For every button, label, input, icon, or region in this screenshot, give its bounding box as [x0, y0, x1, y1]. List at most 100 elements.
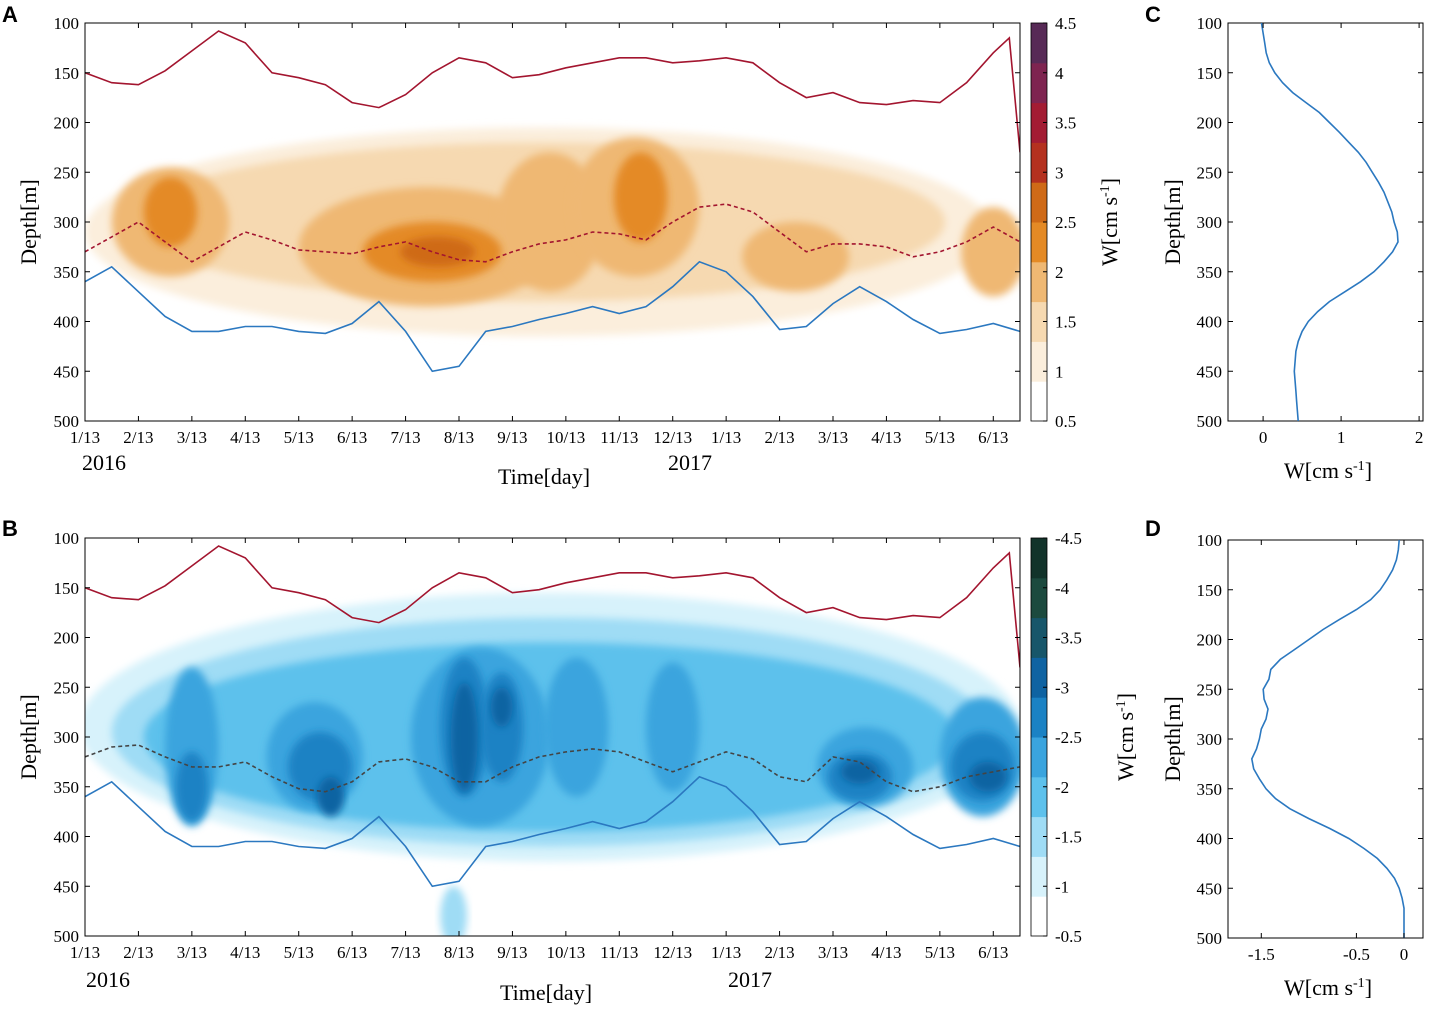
- x-ticks-c: 0 1 2: [1259, 23, 1424, 447]
- colorbar-tick-label-1: 1: [1055, 362, 1064, 381]
- colorbar-label-a-sup: -1: [1098, 185, 1113, 197]
- x-axis-label-d-main: W[cm s: [1284, 975, 1353, 1000]
- y-tick-label-150: 150: [54, 579, 80, 598]
- y-tick-label-150: 150: [1197, 581, 1223, 600]
- colorbar-tick-label-7: -4: [1055, 579, 1070, 598]
- colorbar-tick-label-2: 1.5: [1055, 313, 1076, 332]
- x-tick-label-14: 3/13: [818, 943, 848, 962]
- heat-contour-b-17: [450, 682, 478, 792]
- boundary-lines-a: [85, 30, 1020, 373]
- y-tick-label-250: 250: [54, 163, 80, 182]
- colorbar-tick-label-1: -1: [1055, 877, 1069, 896]
- y-tick-label-300: 300: [54, 213, 80, 232]
- upper-boundary-line-b: [85, 545, 1020, 668]
- y-tick-label-300: 300: [1197, 213, 1223, 232]
- x-tick-label-17: 6/13: [978, 428, 1008, 447]
- heat-contour-a-7: [961, 207, 1020, 297]
- x-tick-label-0: 0: [1259, 428, 1268, 447]
- y-tick-label-350: 350: [54, 778, 80, 797]
- x-tick-label-6: 7/13: [390, 943, 420, 962]
- y-tick-label-400: 400: [54, 828, 80, 847]
- x-axis-label-c-end: ]: [1365, 458, 1372, 483]
- profile-d: [1250, 539, 1405, 938]
- y-tick-label-400: 400: [1197, 313, 1223, 332]
- heat-contour-b-21: [317, 776, 345, 817]
- y-tick-label-250: 250: [1197, 163, 1223, 182]
- y-tick-label-200: 200: [1197, 114, 1223, 133]
- x-tick-label-1: -0.5: [1343, 945, 1370, 964]
- upper-boundary-line-a: [85, 30, 1020, 153]
- y-tick-label-450: 450: [1197, 879, 1223, 898]
- x-axis-label-d-sup: -1: [1353, 976, 1365, 991]
- colorbar-tick-label-3: 2: [1055, 263, 1064, 282]
- y-tick-label-450: 450: [54, 362, 80, 381]
- heat-contour-b-14: [480, 672, 524, 782]
- y-tick-label-100: 100: [1197, 531, 1223, 550]
- y-tick-label-350: 350: [1197, 263, 1223, 282]
- x-tick-label-17: 6/13: [978, 943, 1008, 962]
- profile-c: [1260, 22, 1399, 422]
- colorbar-swatch-9: [1031, 23, 1047, 64]
- colorbar-label-a: W[cm s-1]: [1097, 178, 1122, 266]
- x-tick-label-16: 5/13: [925, 428, 955, 447]
- heat-contour-b-19: [841, 759, 879, 784]
- heat-contour-b-18: [491, 687, 513, 728]
- colorbar-swatch-1: [1031, 341, 1047, 382]
- y-tick-label-500: 500: [1197, 412, 1223, 431]
- x-tick-label-2: 3/13: [177, 943, 207, 962]
- colorbar-tick-label-0: -0.5: [1055, 927, 1082, 946]
- x-tick-label-0: 1/13: [70, 428, 100, 447]
- y-ticks-c: 100 150 200 250 300 350 400 450 500: [1197, 14, 1423, 431]
- y-tick-label-100: 100: [54, 529, 80, 548]
- x-tick-label-9: 10/13: [546, 943, 585, 962]
- colorbar-swatch-2: [1031, 301, 1047, 342]
- heat-contour-b-7: [544, 657, 609, 797]
- y-tick-label-200: 200: [54, 114, 80, 133]
- y-ticks-b: 100 150 200 250 300 350 400 450 500: [54, 529, 1020, 946]
- x-tick-label-13: 2/13: [764, 428, 794, 447]
- x-tick-label-15: 4/13: [871, 428, 901, 447]
- colorbar-swatch-0: [1031, 381, 1047, 422]
- colorbar-tick-label-0: 0.5: [1055, 412, 1076, 431]
- colorbar-tick-label-5: -3: [1055, 678, 1069, 697]
- x-tick-label-11: 12/13: [653, 943, 692, 962]
- y-tick-label-250: 250: [1197, 680, 1223, 699]
- colorbar-swatch-6: [1031, 657, 1047, 698]
- heat-contour-a-6: [742, 222, 850, 292]
- x-tick-label-12: 1/13: [711, 943, 741, 962]
- boundary-lines-b: [85, 545, 1020, 888]
- y-tick-label-300: 300: [1197, 730, 1223, 749]
- x-axis-label-c: W[cm s-1]: [1284, 458, 1372, 483]
- x-axis-label-d-end: ]: [1365, 975, 1372, 1000]
- colorbar-swatch-9: [1031, 538, 1047, 579]
- y-tick-label-200: 200: [54, 629, 80, 648]
- x-axis-label-d: W[cm s-1]: [1284, 975, 1372, 1000]
- x-tick-label-4: 5/13: [284, 428, 314, 447]
- colorbar-label-b-sup: -1: [1114, 700, 1129, 712]
- panel-label-b: B: [2, 516, 18, 541]
- y-axis-label-c: Depth[m]: [1160, 179, 1185, 265]
- y-tick-label-450: 450: [54, 877, 80, 896]
- colorbar-swatch-4: [1031, 737, 1047, 778]
- y-axis-label-d: Depth[m]: [1160, 696, 1185, 782]
- colorbar-swatch-7: [1031, 617, 1047, 658]
- colorbar-swatch-6: [1031, 142, 1047, 183]
- heat-contour-b-20: [969, 761, 1007, 792]
- core-depth-line-a: [85, 203, 1020, 263]
- heat-contour-b-2: [440, 886, 468, 936]
- colorbar-tick-label-4: 2.5: [1055, 213, 1076, 232]
- heat-contour-a-10: [143, 177, 198, 247]
- colorbar-swatch-1: [1031, 856, 1047, 897]
- colorbar-tick-label-6: -3.5: [1055, 629, 1082, 648]
- panel-label-a: A: [2, 2, 18, 27]
- x-tick-label-5: 6/13: [337, 428, 367, 447]
- x-tick-label-2: 2: [1415, 428, 1424, 447]
- x-axis-label-b: Time[day]: [500, 980, 592, 1005]
- panel-a: 100 150 200 250 300 350 400 450 500 1/13 2/13 3/13…: [16, 14, 1122, 489]
- profile-line-c-0: [1260, 22, 1399, 422]
- y-tick-label-350: 350: [54, 263, 80, 282]
- colorbar-tick-label-2: -1.5: [1055, 828, 1082, 847]
- x-tick-label-4: 5/13: [284, 943, 314, 962]
- lower-boundary-line-b: [85, 775, 1020, 888]
- y-tick-label-450: 450: [1197, 362, 1223, 381]
